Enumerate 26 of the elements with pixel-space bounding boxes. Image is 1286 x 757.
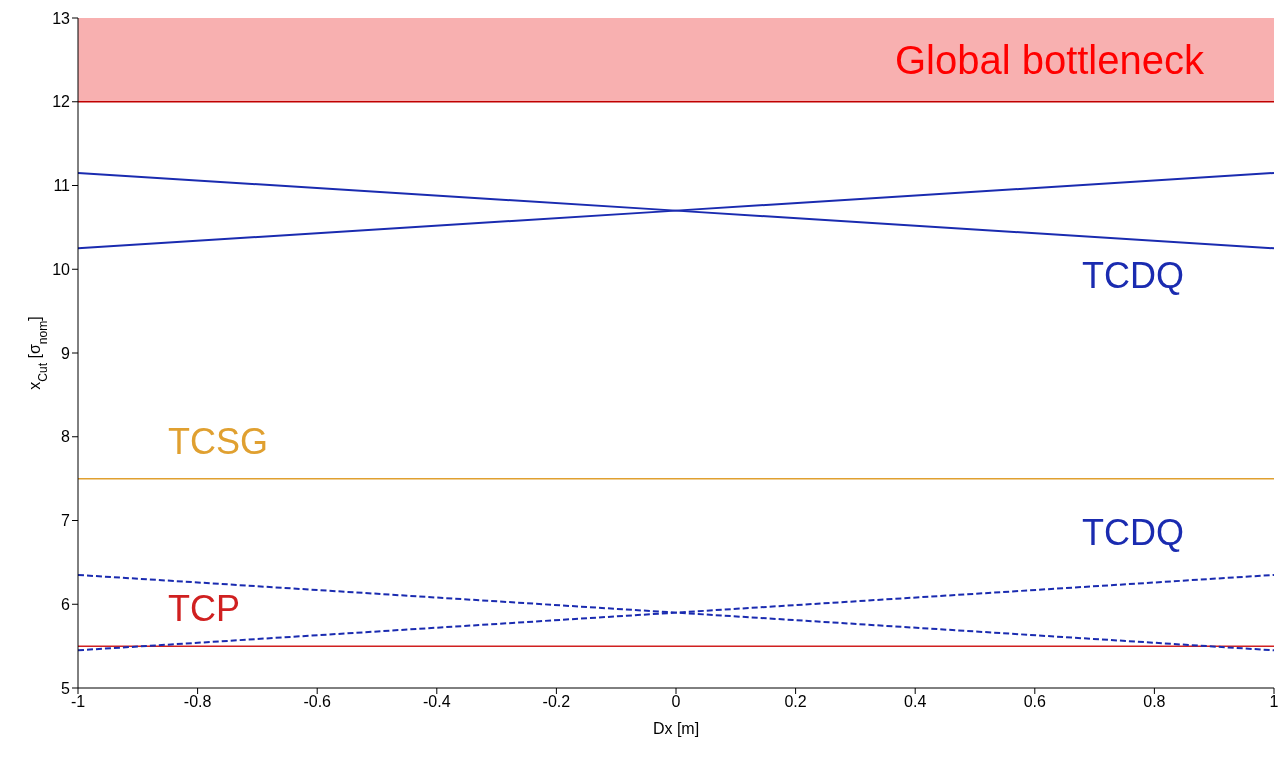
y-tick-label: 6 [61, 595, 71, 613]
x-tick-label: -1 [70, 693, 86, 711]
x-tick-label: 0 [671, 693, 681, 711]
series-label: TCDQ [1082, 511, 1184, 553]
x-axis-title: Dx [m] [652, 720, 700, 737]
y-tick-label: 5 [61, 679, 71, 697]
ref-line-label: TCP [168, 588, 240, 630]
y-tick-label: 9 [61, 344, 71, 362]
y-tick-label: 11 [53, 177, 71, 195]
y-tick-label: 8 [61, 428, 71, 446]
y-tick-label: 13 [52, 9, 71, 27]
x-tick-label: 0.4 [904, 693, 927, 711]
x-tick-label: -0.4 [423, 693, 451, 711]
x-tick-label: 0.8 [1143, 693, 1166, 711]
x-tick-label: -0.2 [542, 693, 571, 711]
y-tick-label: 7 [61, 512, 71, 530]
x-tick-label: 1 [1269, 693, 1279, 711]
ref-line-label: TCSG [168, 420, 269, 462]
y-tick-label: 10 [52, 260, 71, 278]
x-tick-label: -0.6 [303, 693, 332, 711]
x-tick-label: 0.6 [1023, 693, 1047, 711]
series-label: TCDQ [1082, 255, 1184, 297]
x-tick-label: -0.8 [183, 693, 212, 711]
band-label: Global bottleneck [894, 38, 1205, 83]
y-tick-label: 12 [52, 93, 71, 111]
x-tick-label: 0.2 [784, 693, 807, 711]
